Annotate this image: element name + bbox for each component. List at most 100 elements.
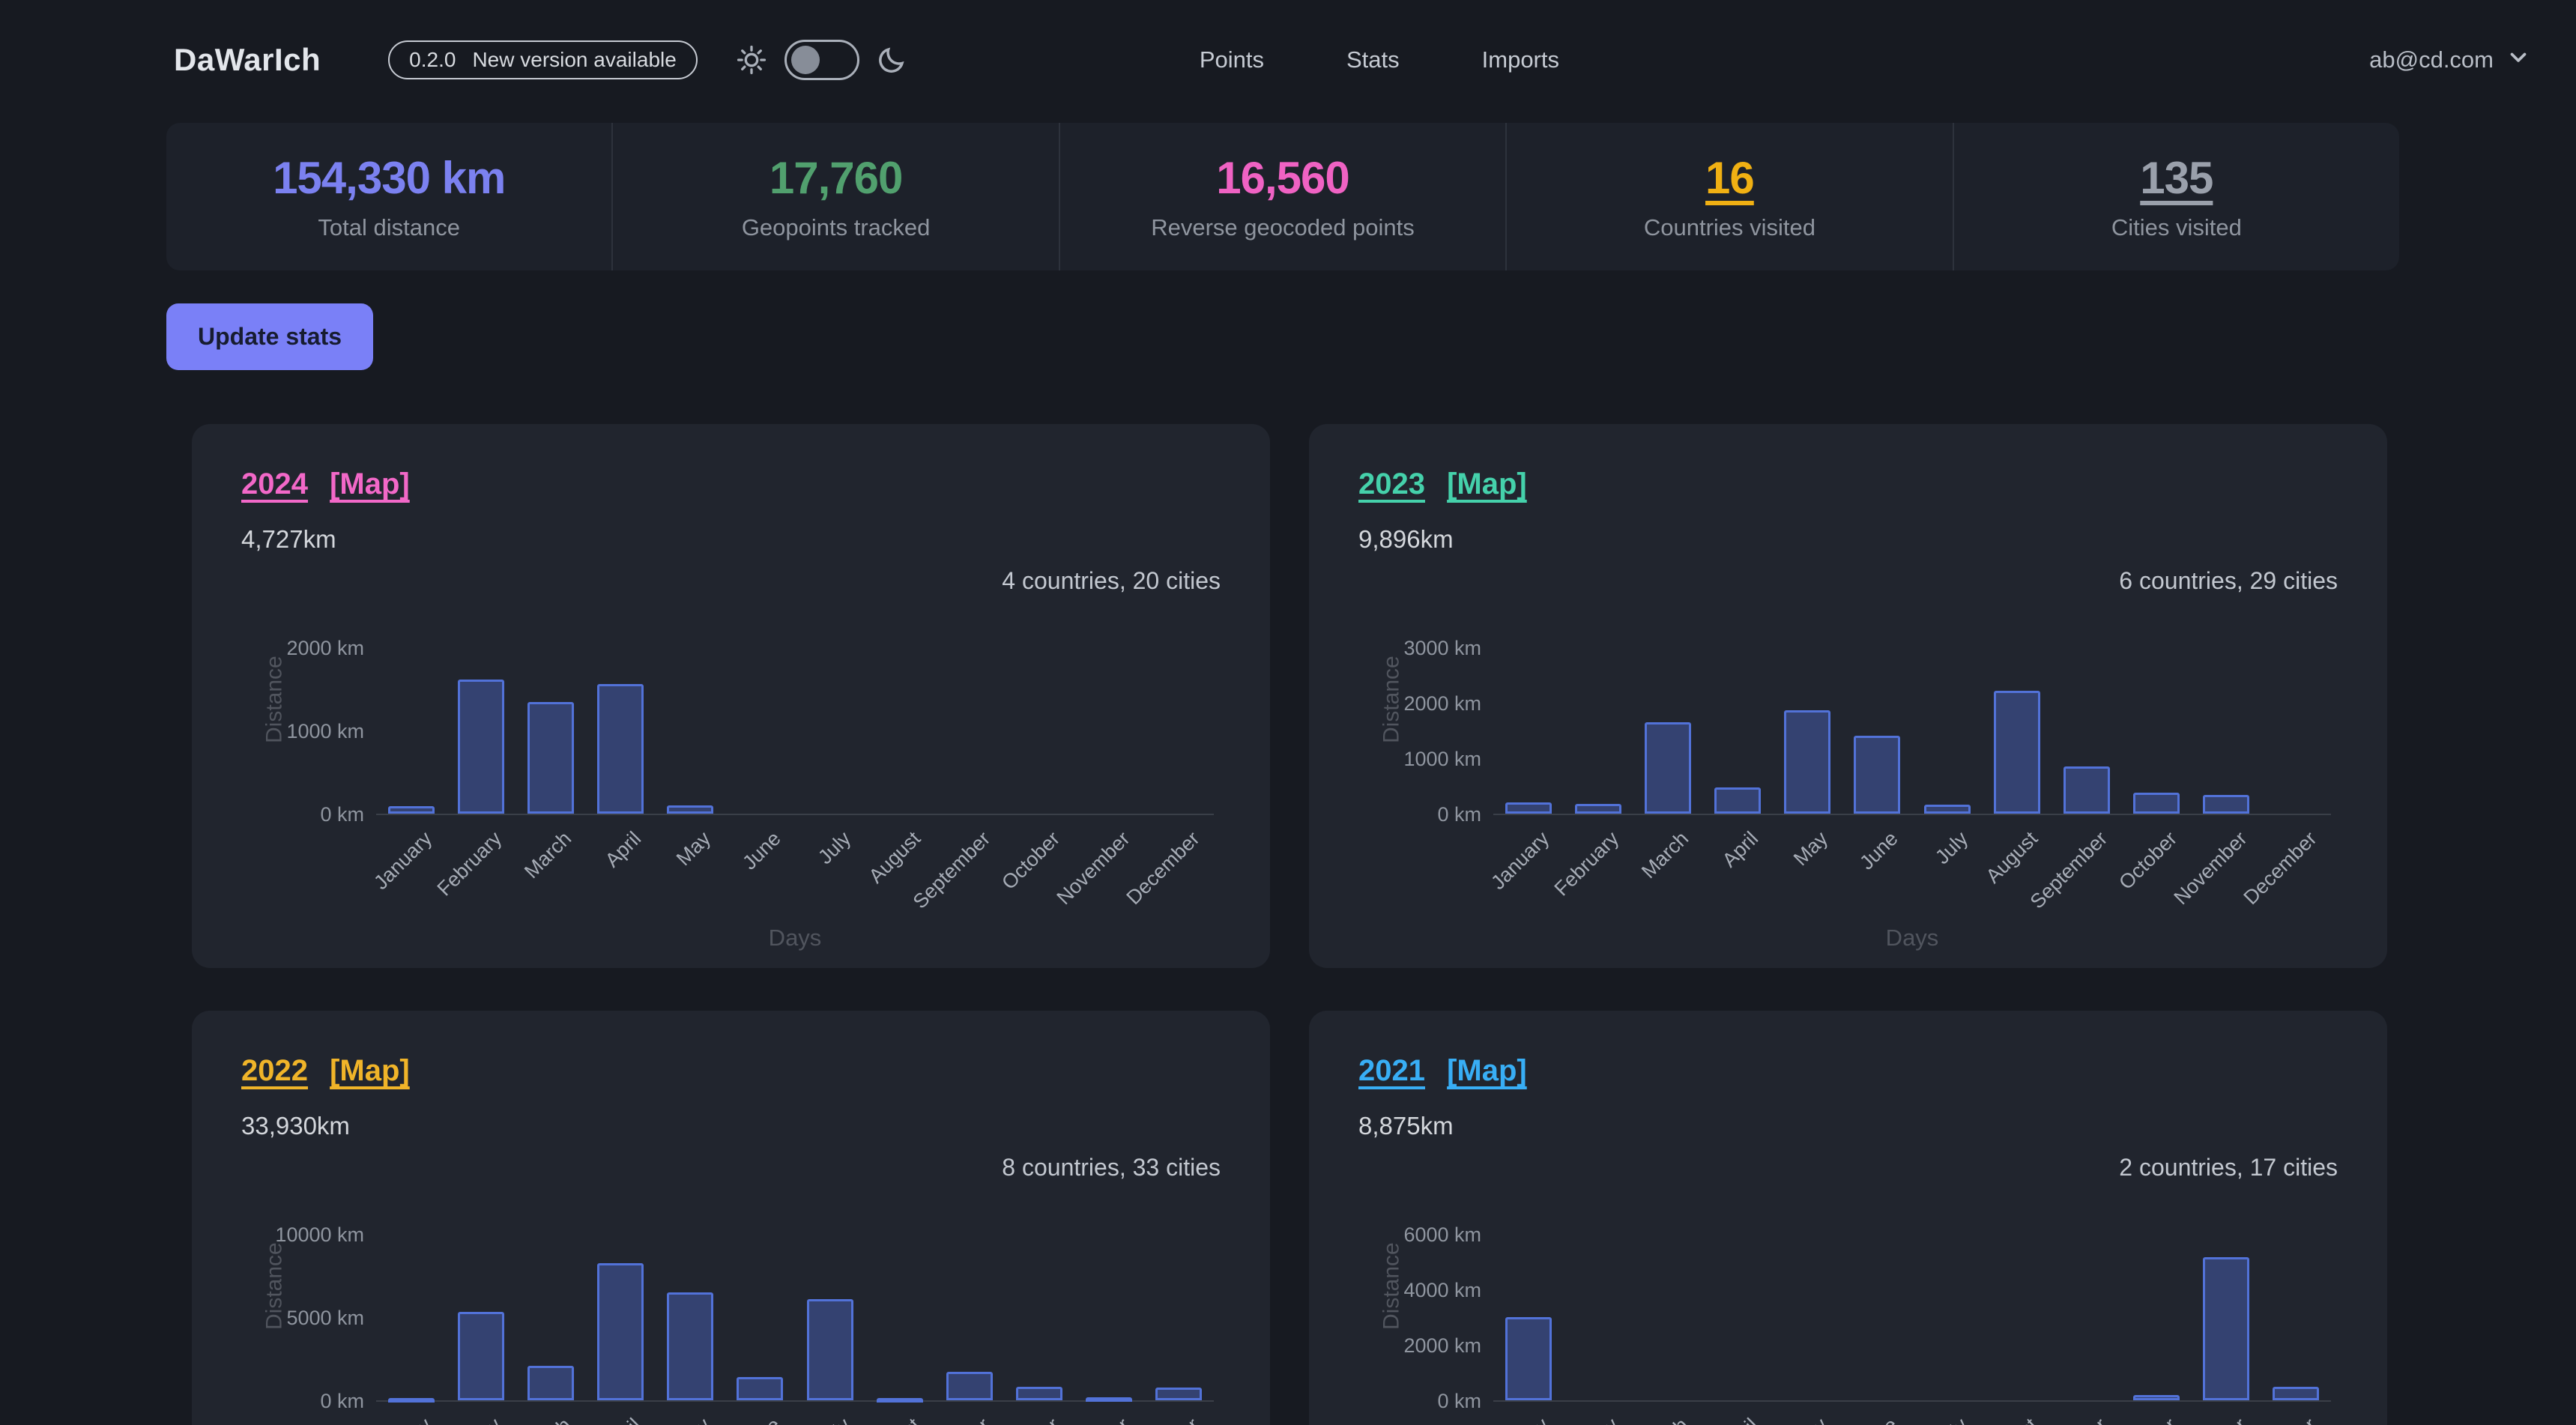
theme-controls <box>735 40 907 80</box>
theme-toggle[interactable] <box>784 40 859 80</box>
y-tick-label: 0 km <box>1437 1390 1481 1412</box>
x-tick-label: April <box>1717 827 1763 872</box>
year-distance: 4,727km <box>241 525 336 553</box>
y-axis-title: Distance <box>1379 656 1404 743</box>
y-tick-label: 1000 km <box>286 720 364 742</box>
bar-november[interactable] <box>2203 795 2250 814</box>
stat-countries: 16 Countries visited <box>1505 123 1952 270</box>
sun-icon <box>735 43 768 76</box>
bar-november[interactable] <box>1086 1397 1133 1402</box>
year-link-2022[interactable]: 2022 <box>241 1054 308 1087</box>
y-tick-label: 4000 km <box>1403 1279 1481 1301</box>
x-tick-label: December <box>2239 827 2321 910</box>
bar-january[interactable] <box>1505 802 1552 814</box>
version-badge[interactable]: 0.2.0 New version available <box>388 40 698 79</box>
bar-april[interactable] <box>597 684 644 814</box>
x-tick-label: February <box>1549 827 1623 901</box>
stat-reverse-geocoded: 16,560 Reverse geocoded points <box>1058 123 1505 270</box>
stat-value: 16,560 <box>1216 153 1350 203</box>
bar-october[interactable] <box>2133 793 2180 814</box>
bar-january[interactable] <box>387 1398 435 1403</box>
bar-may[interactable] <box>667 1292 714 1400</box>
moon-icon <box>876 44 907 76</box>
card-title: 2021 [Map] <box>1358 1054 2338 1088</box>
user-menu[interactable]: ab@cd.com <box>2369 44 2531 76</box>
bar-march[interactable] <box>1644 722 1691 814</box>
year-link-2021[interactable]: 2021 <box>1358 1054 1425 1087</box>
bar-february[interactable] <box>457 680 504 814</box>
year-distance: 9,896km <box>1358 525 1454 553</box>
bar-march[interactable] <box>527 702 574 814</box>
y-tick-label: 1000 km <box>1403 748 1481 770</box>
x-axis-title: Days <box>1885 925 1939 951</box>
nav-stats[interactable]: Stats <box>1346 46 1400 73</box>
map-link-2022[interactable]: [Map] <box>330 1054 410 1087</box>
bar-april[interactable] <box>597 1263 644 1400</box>
bar-may[interactable] <box>667 805 714 814</box>
bar-september[interactable] <box>2063 766 2110 814</box>
year-link-2024[interactable]: 2024 <box>241 468 308 500</box>
main-nav: Points Stats Imports <box>1200 46 1559 73</box>
bar-june[interactable] <box>737 1377 784 1400</box>
bar-august[interactable] <box>1993 691 2040 814</box>
x-tick-label: September <box>909 1414 995 1425</box>
x-tick-label: August <box>1981 827 2042 888</box>
x-tick-label: November <box>2169 1414 2252 1425</box>
x-tick-label: August <box>864 827 925 888</box>
stat-label: Geopoints tracked <box>741 214 931 240</box>
version-number: 0.2.0 <box>409 48 456 71</box>
y-tick-label: 0 km <box>320 803 364 826</box>
x-tick-label: September <box>2026 1414 2112 1425</box>
bar-december[interactable] <box>2273 1387 2320 1400</box>
stat-label: Total distance <box>318 214 460 240</box>
x-tick-label: January <box>369 827 436 895</box>
x-tick-label: March <box>1636 827 1693 883</box>
bar-december[interactable] <box>1155 1388 1203 1400</box>
bar-october[interactable] <box>2133 1395 2180 1400</box>
year-link-2023[interactable]: 2023 <box>1358 468 1425 500</box>
x-tick-label: May <box>1789 827 1833 871</box>
bar-april[interactable] <box>1714 787 1762 814</box>
bar-october[interactable] <box>1016 1387 1063 1400</box>
update-stats-button[interactable]: Update stats <box>166 303 374 370</box>
countries-visited-link[interactable]: 16 <box>1705 153 1755 203</box>
header: DaWarIch 0.2.0 New version available <box>0 0 2576 93</box>
x-tick-label: April <box>601 1414 646 1425</box>
bar-february[interactable] <box>457 1312 504 1400</box>
map-link-2021[interactable]: [Map] <box>1447 1054 1527 1087</box>
bar-may[interactable] <box>1784 710 1831 814</box>
bar-march[interactable] <box>527 1366 574 1400</box>
bar-august[interactable] <box>876 1398 923 1403</box>
year-card-2023: 2023 [Map] 9,896km 6 countries, 29 citie… <box>1309 424 2387 968</box>
x-tick-label: October <box>2114 1414 2182 1425</box>
bar-november[interactable] <box>2203 1257 2250 1400</box>
map-link-2023[interactable]: [Map] <box>1447 468 1527 500</box>
cities-visited-link[interactable]: 135 <box>2140 153 2213 203</box>
bar-january[interactable] <box>387 806 435 814</box>
bar-july[interactable] <box>806 1299 853 1400</box>
x-axis-title: Days <box>768 925 822 951</box>
stat-cities: 135 Cities visited <box>1952 123 2399 270</box>
year-meta: 4 countries, 20 cities <box>1002 567 1221 594</box>
bar-june[interactable] <box>1854 736 1901 814</box>
year-cards-grid: 2024 [Map] 4,727km 4 countries, 20 citie… <box>192 424 2387 1425</box>
x-tick-label: January <box>369 1414 437 1425</box>
bar-july[interactable] <box>1923 805 1971 814</box>
y-tick-label: 2000 km <box>1403 692 1481 715</box>
x-tick-label: November <box>1052 827 1134 910</box>
map-link-2024[interactable]: [Map] <box>330 468 410 500</box>
bar-february[interactable] <box>1574 804 1621 814</box>
bar-september[interactable] <box>946 1372 993 1400</box>
x-tick-label: October <box>2114 827 2182 895</box>
y-tick-label: 2000 km <box>286 637 364 659</box>
nav-imports[interactable]: Imports <box>1481 46 1559 73</box>
y-axis-title: Distance <box>1379 1242 1404 1330</box>
x-tick-label: August <box>864 1414 925 1425</box>
nav-points[interactable]: Points <box>1199 46 1264 73</box>
x-tick-label: December <box>2239 1414 2321 1425</box>
x-tick-label: May <box>672 1414 716 1425</box>
bar-january[interactable] <box>1505 1317 1552 1400</box>
